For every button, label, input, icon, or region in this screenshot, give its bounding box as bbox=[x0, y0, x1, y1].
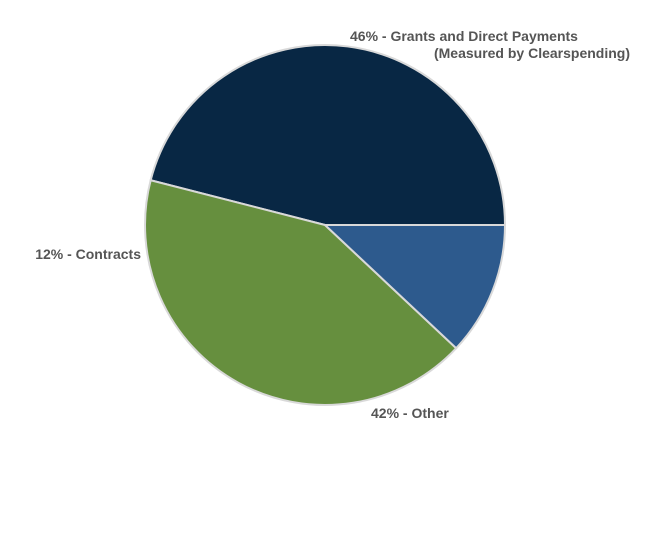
pie-slices bbox=[144, 44, 507, 406]
label-other: 42% - Other bbox=[371, 405, 449, 421]
slice-contracts bbox=[322, 224, 507, 350]
slice-grants bbox=[149, 44, 507, 226]
slice-other bbox=[144, 179, 458, 406]
label-contracts: 12% - Contracts bbox=[35, 246, 141, 262]
label-grants-line1: 46% - Grants and Direct Payments bbox=[350, 28, 578, 44]
label-grants-line2: (Measured by Clearspending) bbox=[434, 45, 630, 61]
